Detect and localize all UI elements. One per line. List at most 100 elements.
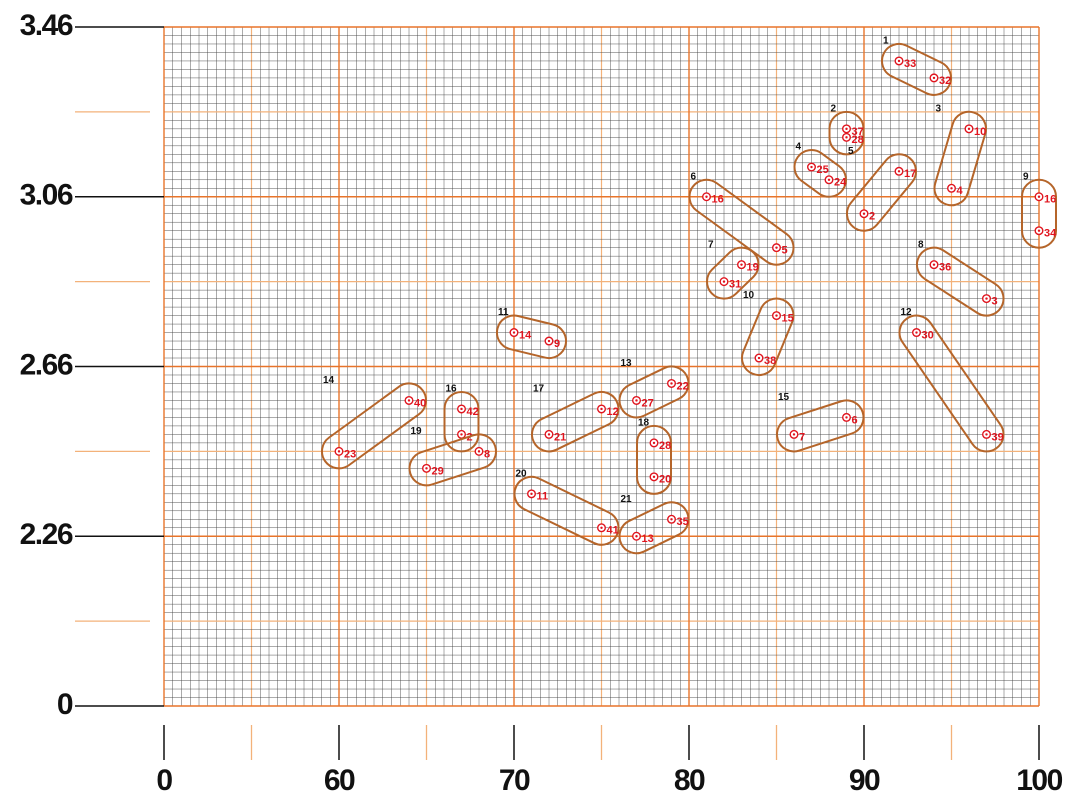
point-dot	[967, 127, 971, 131]
point-label: 23	[344, 448, 356, 460]
point-dot	[705, 195, 708, 198]
point-dot	[845, 416, 848, 419]
point-label: 35	[677, 516, 689, 528]
point-dot	[950, 187, 953, 190]
cluster-label: 17	[533, 384, 545, 395]
point-dot	[932, 263, 936, 266]
cluster-label: 8	[918, 239, 924, 250]
cluster-label: 2	[831, 103, 837, 114]
point-dot	[845, 127, 848, 131]
y-tick-label: 2.26	[20, 518, 73, 551]
point-dot	[652, 441, 656, 445]
point-label: 17	[904, 168, 916, 180]
y-tick-label: 0	[57, 688, 73, 721]
point-label: 29	[432, 465, 444, 477]
point-dot	[915, 331, 918, 334]
point-label: 2	[869, 211, 875, 223]
point-dot	[1037, 195, 1041, 198]
point-dot	[600, 407, 603, 411]
marks: 1333223728310442524517261657193183639163…	[320, 36, 1057, 555]
x-tick-label: 70	[499, 764, 530, 797]
cluster-label: 7	[708, 239, 714, 250]
y-tick-label: 3.06	[20, 179, 73, 212]
point-dot	[547, 433, 551, 436]
point-label: 13	[642, 533, 654, 545]
point-label: 28	[659, 440, 671, 452]
x-tick-label: 100	[1016, 764, 1062, 797]
cluster-label: 13	[621, 358, 633, 369]
x-tick-label: 80	[674, 764, 705, 797]
point-dot	[512, 331, 516, 334]
cluster-loop	[513, 475, 620, 546]
cluster-label: 3	[936, 103, 942, 114]
point-label: 6	[852, 414, 858, 426]
point-dot	[722, 280, 726, 283]
cluster-label: 4	[796, 142, 802, 153]
point-dot	[775, 246, 778, 249]
cluster-loop	[933, 110, 988, 207]
point-dot	[1037, 229, 1041, 232]
point-dot	[337, 450, 341, 453]
point-label: 8	[484, 448, 490, 460]
cluster-label: 12	[901, 307, 913, 318]
point-label: 38	[764, 355, 776, 367]
x-tick-label: 90	[849, 764, 880, 797]
point-dot	[460, 407, 463, 411]
point-dot	[775, 314, 778, 317]
point-dot	[897, 59, 901, 63]
cluster-label: 19	[411, 426, 423, 437]
point-label: 7	[799, 431, 805, 443]
point-label: 28	[852, 134, 864, 146]
point-label: 15	[782, 312, 794, 324]
cluster-loop	[443, 390, 480, 453]
point-dot	[932, 76, 936, 80]
cluster-label: 9	[1023, 171, 1029, 182]
point-label: 34	[1044, 228, 1057, 240]
point-dot	[862, 212, 866, 215]
cluster-loop	[408, 433, 497, 487]
cluster-label: 15	[778, 392, 790, 403]
cluster-label: 1	[883, 36, 889, 47]
point-label: 39	[992, 431, 1004, 443]
cluster-loop	[496, 314, 568, 360]
point-dot	[985, 297, 988, 300]
point-dot	[740, 263, 743, 266]
x-tick-label: 0	[156, 764, 172, 797]
cluster-label: 16	[446, 384, 458, 395]
point-dot	[827, 178, 831, 181]
cluster-label: 5	[848, 146, 854, 157]
cluster-loop	[688, 178, 795, 266]
grid	[163, 26, 1040, 707]
point-label: 11	[537, 491, 549, 503]
point-label: 19	[747, 262, 759, 274]
y-tick-label: 2.66	[20, 348, 73, 381]
point-label: 24	[834, 177, 847, 189]
point-dot	[460, 433, 463, 436]
cluster-loop	[828, 110, 865, 156]
cluster-label: 10	[743, 290, 755, 301]
point-label: 32	[939, 75, 951, 87]
point-label: 5	[782, 245, 788, 257]
point-label: 3	[992, 296, 998, 308]
cluster-label: 6	[691, 171, 697, 182]
point-label: 21	[554, 431, 566, 443]
cluster-loop	[618, 501, 690, 555]
point-label: 40	[414, 397, 426, 409]
point-label: 27	[642, 397, 654, 409]
point-label: 10	[974, 126, 986, 138]
point-dot	[530, 492, 533, 496]
cluster-loop	[636, 424, 672, 495]
point-dot	[635, 399, 638, 402]
point-dot	[547, 339, 551, 343]
x-tick-label: 60	[324, 764, 355, 797]
cluster-loop	[776, 399, 865, 453]
point-label: 16	[712, 194, 724, 206]
cluster-label: 11	[498, 307, 509, 318]
point-label: 16	[1044, 194, 1056, 206]
point-dot	[425, 467, 428, 470]
point-dot	[670, 382, 673, 385]
cluster-loop	[915, 246, 1005, 317]
cluster-label: 21	[621, 494, 633, 505]
cluster-loop	[880, 42, 952, 96]
